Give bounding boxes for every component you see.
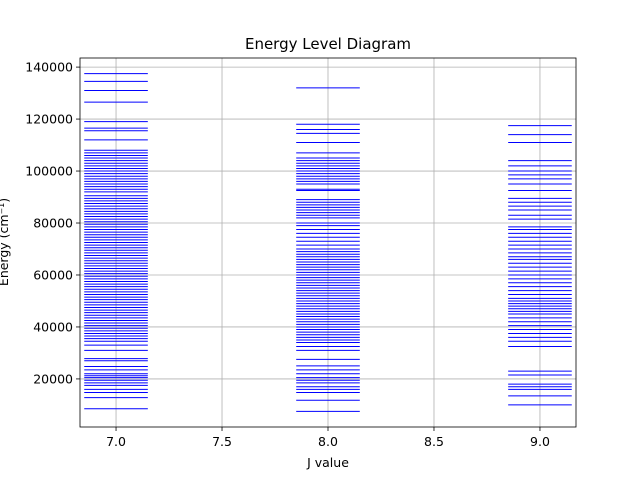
chart-title: Energy Level Diagram xyxy=(245,35,411,53)
x-axis-label: J value xyxy=(306,455,349,470)
y-tick-label: 100000 xyxy=(25,164,73,179)
y-tick-label: 80000 xyxy=(33,216,73,231)
x-tick-label: 9.0 xyxy=(530,434,550,449)
energy-level-column xyxy=(84,73,148,410)
y-axis-ticks: 20000 40000 60000 80000 100000 120000 140000 xyxy=(25,60,80,386)
y-tick-label: 20000 xyxy=(33,371,73,386)
x-axis-ticks: 7.0 7.5 8.0 8.5 9.0 xyxy=(106,427,550,449)
x-tick-label: 7.5 xyxy=(212,434,232,449)
y-axis-label: Energy (cm⁻¹) xyxy=(0,198,11,286)
x-tick-label: 8.0 xyxy=(318,434,338,449)
energy-level-column xyxy=(508,125,572,406)
x-tick-label: 8.5 xyxy=(424,434,444,449)
y-tick-label: 60000 xyxy=(33,267,73,282)
energy-level-column xyxy=(296,87,360,412)
y-tick-label: 40000 xyxy=(33,319,73,334)
x-tick-label: 7.0 xyxy=(106,434,126,449)
grid-lines xyxy=(80,58,576,427)
energy-levels xyxy=(84,73,572,412)
y-tick-label: 120000 xyxy=(25,112,73,127)
y-tick-label: 140000 xyxy=(25,60,73,75)
